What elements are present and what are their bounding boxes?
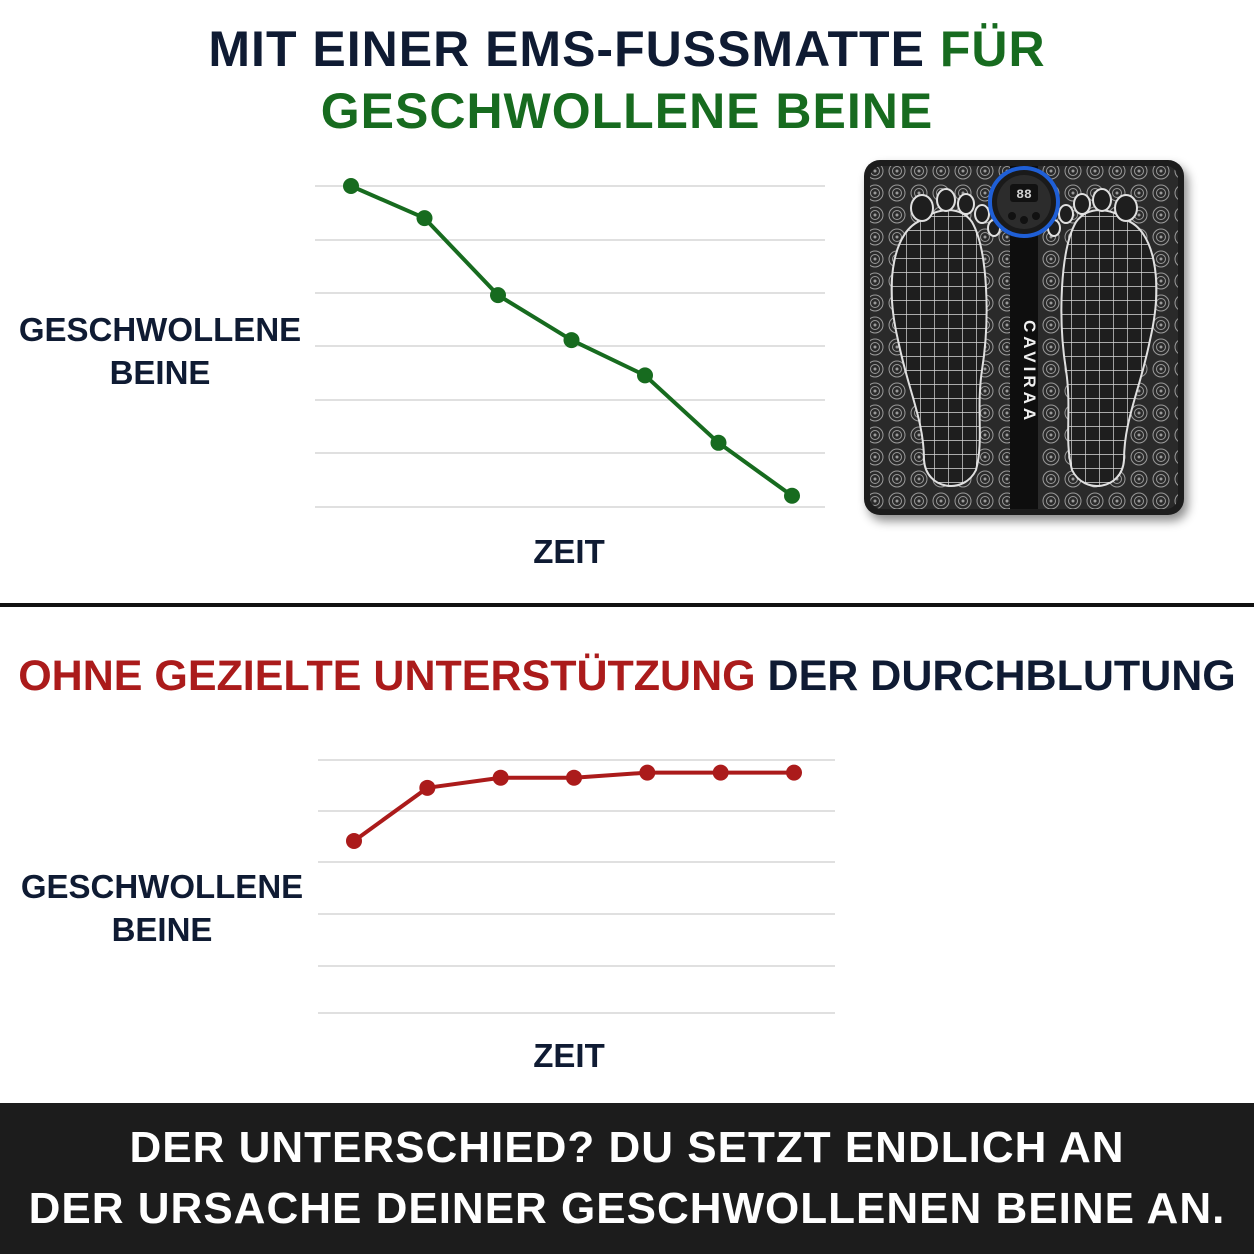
footer-banner: DER UNTERSCHIED? DU SETZT ENDLICH AN DER… <box>0 1103 1254 1254</box>
chart2-xlabel: ZEIT <box>533 1037 605 1074</box>
section-divider <box>0 603 1254 607</box>
mat-brand: CAVIRAA <box>1020 320 1039 424</box>
headline-top-part1: MIT EINER EMS-FUSSMATTE <box>208 21 940 77</box>
foot-mat-icon: 88 CAVIRAA <box>870 166 1178 509</box>
chart1-ylabel: GESCHWOLLENE BEINE <box>18 311 302 391</box>
chart1-xlabel: ZEIT <box>533 533 605 570</box>
chart2-ylabel: GESCHWOLLENE BEINE <box>20 868 304 948</box>
headline-top-part2: FÜR <box>939 21 1046 77</box>
mat-display: 88 <box>1016 187 1032 202</box>
foot-massage-mat: 88 CAVIRAA <box>864 160 1184 515</box>
footer-line1: DER UNTERSCHIED? DU SETZT ENDLICH AN <box>129 1123 1125 1172</box>
chart1-point-5 <box>637 367 653 384</box>
chart2-point-7 <box>786 764 802 781</box>
headline-mid-part1: OHNE GEZIELTE UNTERSTÜTZUNG <box>18 652 756 700</box>
chart2-point-6 <box>712 764 729 781</box>
chart2-point-2 <box>419 779 436 796</box>
chart1-point-3 <box>490 287 506 304</box>
chart2-point-1 <box>346 832 362 849</box>
chart1-point-6 <box>710 434 727 451</box>
headline-mid: OHNE GEZIELTE UNTERSTÜTZUNG DER DURCHBLU… <box>0 648 1254 704</box>
chart2-point-5 <box>639 764 656 781</box>
chart1-point-4 <box>563 332 580 349</box>
chart1-point-2 <box>416 210 433 227</box>
chart2-point-3 <box>492 769 509 786</box>
chart1-point-7 <box>784 487 800 504</box>
chart2-point-4 <box>566 769 582 786</box>
chart1-point-1 <box>343 178 359 194</box>
headline-top-line2: GESCHWOLLENE BEINE <box>320 83 934 139</box>
headline-mid-part2: DER DURCHBLUTUNG <box>755 652 1236 700</box>
headline-top: MIT EINER EMS-FUSSMATTE FÜR GESCHWOLLENE… <box>0 18 1254 142</box>
footer-line2: DER URSACHE DEINER GESCHWOLLENEN BEINE A… <box>28 1184 1226 1233</box>
